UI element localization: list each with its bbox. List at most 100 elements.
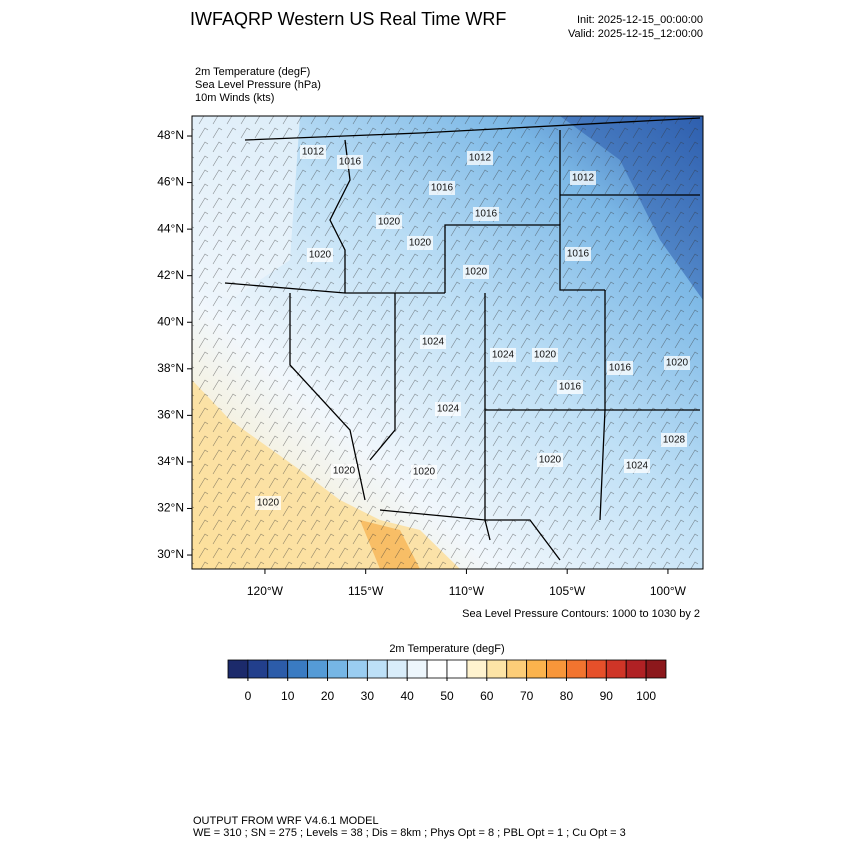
contour-label-box <box>532 348 558 362</box>
contour-label-box <box>331 464 357 478</box>
lat-tick-label: 38°N <box>157 361 184 375</box>
contour-label-box <box>411 465 437 479</box>
colorbar-tick-label: 50 <box>440 689 454 703</box>
lat-tick-label: 30°N <box>157 547 184 561</box>
contour-note: Sea Level Pressure Contours: 1000 to 103… <box>462 608 700 620</box>
lat-tick-label: 42°N <box>157 268 184 282</box>
colorbar-box <box>466 659 488 679</box>
lon-tick-label: 115°W <box>348 584 384 598</box>
colorbar-box <box>585 659 607 679</box>
colorbar-box <box>386 659 408 679</box>
contour-label-box <box>300 145 326 159</box>
contour-label: 1020 <box>333 466 356 477</box>
footer-line: WE = 310 ; SN = 275 ; Levels = 38 ; Dis … <box>193 827 626 839</box>
contour-label: 1020 <box>539 455 562 466</box>
contour-label-box <box>307 248 333 262</box>
contour-label: 1020 <box>465 267 488 278</box>
colorbar-box <box>327 659 348 679</box>
colorbar-tick-label: 90 <box>600 689 614 703</box>
contour-label: 1016 <box>559 382 582 393</box>
lat-tick-label: 48°N <box>157 128 184 142</box>
contour-label-box <box>429 181 455 195</box>
field-label: 2m Temperature (degF) <box>195 66 310 78</box>
valid-time: Valid: 2025-12-15_12:00:00 <box>568 28 703 40</box>
contour-label: 1016 <box>339 157 362 168</box>
contour-label-box <box>473 207 499 221</box>
contour-label: 1020 <box>534 350 557 361</box>
contour-label-box <box>607 361 633 375</box>
colorbar-box <box>347 659 368 679</box>
contour-label: 1020 <box>413 467 436 478</box>
colorbar-box <box>287 659 309 679</box>
contour-label: 1020 <box>409 238 432 249</box>
contour-label-box <box>255 496 281 510</box>
footer-line: OUTPUT FROM WRF V4.6.1 MODEL <box>193 815 379 827</box>
contour-label: 1020 <box>378 217 401 228</box>
colorbar-tick-label: 60 <box>480 689 494 703</box>
colorbar-title: 2m Temperature (degF) <box>389 643 504 655</box>
init-time: Init: 2025-12-15_00:00:00 <box>577 14 703 26</box>
colorbar-tick-label: 30 <box>361 689 375 703</box>
colorbar-box <box>307 659 328 679</box>
lat-tick-label: 44°N <box>157 221 184 235</box>
contour-label: 1012 <box>469 153 492 164</box>
lon-tick-label: 120°W <box>247 584 284 598</box>
contour-label-box <box>435 402 461 416</box>
contour-label-box <box>537 453 563 467</box>
colorbar-box <box>426 659 448 679</box>
contour-label-box <box>565 247 591 261</box>
title: IWFAQRP Western US Real Time WRF <box>190 9 506 29</box>
contour-label-box <box>570 171 596 185</box>
contour-label-box <box>490 348 516 362</box>
lat-tick-label: 40°N <box>157 314 184 328</box>
lat-tick-label: 34°N <box>157 454 184 468</box>
contour-label-box <box>557 380 583 394</box>
contour-label-box <box>467 151 493 165</box>
colorbar-box <box>267 659 289 679</box>
colorbar-box <box>526 659 547 679</box>
lon-tick-label: 110°W <box>449 584 485 598</box>
colorbar-tick-label: 100 <box>636 689 656 703</box>
lat-tick-label: 36°N <box>157 408 184 422</box>
contour-label: 1020 <box>309 250 332 261</box>
map: 1012 1016 1012 1016 1012 1016 1020 1020 1020 1016… <box>192 116 703 569</box>
contour-label-box <box>376 215 402 229</box>
map-frame <box>191 115 704 570</box>
colorbar-box <box>625 659 647 679</box>
field-label: 10m Winds (kts) <box>195 92 274 104</box>
colorbar-tick-label: 10 <box>281 689 295 703</box>
colorbar-box <box>227 659 249 679</box>
colorbar-box <box>645 659 667 679</box>
contour-label: 1024 <box>626 461 649 472</box>
lon-tick-label: 105°W <box>549 584 586 598</box>
colorbar-box <box>247 659 269 679</box>
contour-label: 1024 <box>492 350 515 361</box>
lat-tick-label: 46°N <box>157 175 184 189</box>
colorbar-tick-label: 70 <box>520 689 534 703</box>
contour-label: 1024 <box>422 337 445 348</box>
contour-label: 1016 <box>609 363 632 374</box>
contour-label-box <box>420 335 446 349</box>
contour-label: 1016 <box>567 249 590 260</box>
lon-tick-label: 100°W <box>650 584 687 598</box>
contour-label: 1028 <box>663 435 686 446</box>
contour-label: 1020 <box>666 358 689 369</box>
colorbar-tick-label: 20 <box>321 689 335 703</box>
colorbar-tick-label: 0 <box>245 689 252 703</box>
contour-label-box <box>337 155 363 169</box>
contour-label: 1016 <box>431 183 454 194</box>
contour-label: 1016 <box>475 209 498 220</box>
lat-tick-label: 32°N <box>157 501 184 515</box>
colorbar-box <box>446 659 468 679</box>
colorbar-box <box>566 659 587 679</box>
colorbar-box <box>506 659 528 679</box>
contour-label: 1012 <box>302 147 325 158</box>
colorbar-box <box>605 659 627 679</box>
contour-label: 1012 <box>572 173 595 184</box>
contour-label-box <box>463 265 489 279</box>
colorbar-box <box>366 659 388 679</box>
contour-label-box <box>407 236 433 250</box>
colorbar-tick-label: 80 <box>560 689 574 703</box>
field-label: Sea Level Pressure (hPa) <box>195 79 321 91</box>
